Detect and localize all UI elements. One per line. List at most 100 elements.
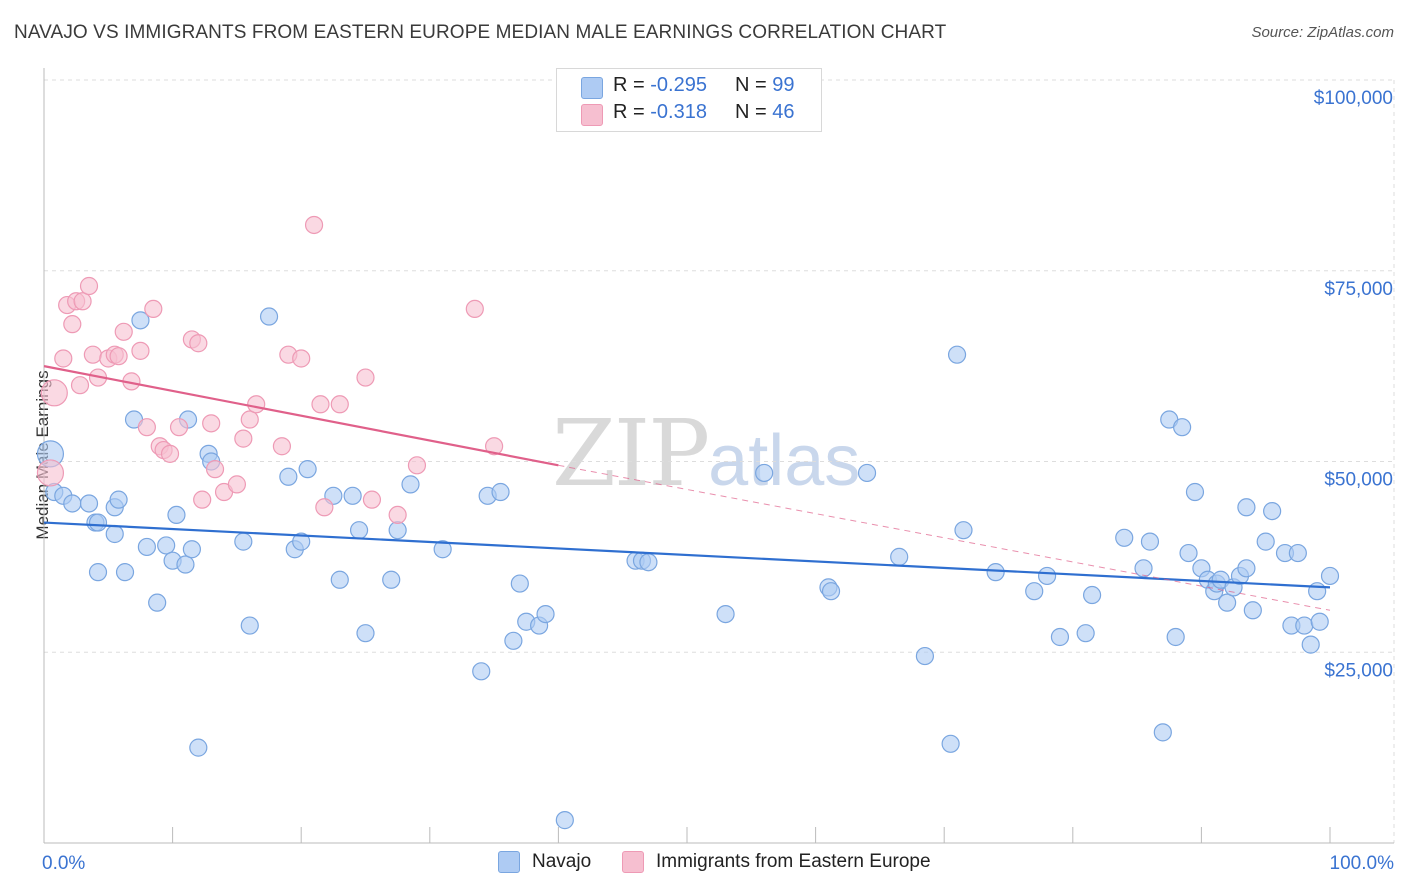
trend-line-1	[43, 365, 559, 467]
point-eeu-30	[234, 429, 253, 448]
point-navajo-45	[510, 574, 529, 593]
legend-r-eeu: R = -0.318	[613, 101, 707, 123]
series-legend: Navajo Immigrants from Eastern Europe	[0, 851, 1406, 879]
point-navajo-69	[1115, 528, 1134, 547]
legend-n-eeu: N = 46	[735, 101, 795, 123]
point-navajo-40	[433, 540, 452, 559]
legend-r-navajo: R = -0.295	[613, 74, 707, 96]
point-navajo-30	[292, 532, 311, 551]
point-navajo-72	[1153, 723, 1172, 742]
y-tick-label-3: $100,000	[1314, 88, 1393, 109]
legend-swatch-navajo	[581, 77, 603, 99]
point-navajo-86	[1237, 559, 1256, 578]
point-eeu-9	[83, 345, 102, 364]
point-eeu-21	[160, 444, 180, 463]
point-navajo-8	[105, 524, 124, 544]
point-navajo-22	[189, 738, 208, 757]
point-eeu-27	[205, 460, 225, 479]
point-navajo-96	[1308, 582, 1327, 601]
point-eeu-35	[292, 349, 311, 368]
point-eeu-22	[169, 418, 189, 437]
point-eeu-13	[109, 347, 128, 366]
point-eeu-36	[304, 215, 324, 235]
legend-label-eeu: Immigrants from Eastern Europe	[656, 851, 931, 872]
point-navajo-13	[131, 311, 150, 330]
point-navajo-10	[88, 563, 108, 582]
source-label: Source: ZipAtlas.com	[1251, 24, 1394, 41]
point-navajo-76	[1179, 543, 1198, 563]
point-navajo-88	[1243, 601, 1262, 620]
point-eeu-18	[144, 299, 163, 318]
point-navajo-44	[504, 631, 523, 650]
point-navajo-11	[115, 563, 135, 582]
point-navajo-83	[1218, 593, 1237, 612]
point-eeu-45	[485, 437, 504, 456]
point-eeu-2	[54, 349, 73, 368]
point-navajo-43	[491, 482, 510, 502]
point-navajo-41	[472, 662, 491, 681]
point-navajo-18	[167, 505, 186, 525]
trend-line-0	[43, 521, 1331, 589]
point-navajo-54	[755, 463, 774, 483]
point-navajo-59	[915, 646, 935, 666]
point-navajo-60	[941, 734, 960, 753]
point-eeu-37	[311, 395, 330, 414]
point-navajo-62	[954, 521, 973, 540]
zipatlas-watermark: ZIPatlas	[552, 400, 860, 507]
point-navajo-67	[1076, 624, 1095, 643]
point-navajo-48	[536, 604, 555, 624]
legend-swatch-eeu	[581, 104, 603, 126]
point-navajo-64	[1025, 582, 1044, 601]
point-eeu-6	[70, 376, 90, 395]
point-eeu-17	[137, 418, 156, 437]
point-navajo-38	[388, 521, 407, 540]
point-navajo-14	[137, 537, 156, 557]
point-navajo-89	[1256, 532, 1275, 551]
watermark-main: ZIP	[552, 400, 710, 507]
point-navajo-61	[947, 345, 967, 364]
y-tick-label-0: $25,000	[1324, 660, 1393, 681]
point-eeu-39	[330, 395, 349, 414]
point-navajo-90	[1263, 501, 1282, 521]
point-navajo-49	[555, 811, 574, 830]
point-navajo-20	[176, 555, 195, 574]
point-navajo-27	[259, 307, 279, 326]
point-eeu-8	[79, 276, 99, 296]
point-navajo-63	[986, 563, 1005, 582]
point-navajo-56	[821, 582, 841, 601]
point-navajo-68	[1082, 585, 1102, 605]
legend-swatch-eeu-bottom	[622, 851, 644, 873]
point-eeu-44	[465, 299, 484, 318]
point-eeu-32	[247, 395, 266, 414]
point-navajo-3	[63, 494, 82, 513]
point-navajo-53	[716, 604, 735, 624]
point-eeu-14	[114, 322, 133, 341]
point-navajo-25	[234, 532, 253, 551]
point-navajo-21	[182, 540, 201, 559]
point-navajo-95	[1301, 635, 1320, 654]
point-navajo-9	[109, 490, 128, 509]
point-navajo-36	[356, 624, 375, 643]
point-navajo-58	[890, 547, 909, 566]
point-navajo-65	[1037, 566, 1057, 586]
point-navajo-75	[1166, 627, 1185, 647]
legend-item-navajo: Navajo	[498, 851, 591, 873]
chart-title: NAVAJO VS IMMIGRANTS FROM EASTERN EUROPE…	[14, 22, 947, 43]
point-navajo-15	[148, 593, 167, 612]
legend-n-navajo: N = 99	[735, 74, 795, 96]
point-navajo-26	[240, 616, 259, 635]
point-eeu-38	[315, 498, 334, 517]
point-navajo-16	[157, 536, 176, 555]
point-navajo-94	[1295, 616, 1314, 635]
y-tick-label-2: $75,000	[1324, 279, 1393, 300]
legend-label-navajo: Navajo	[532, 851, 592, 872]
legend-item-eeu: Immigrants from Eastern Europe	[622, 851, 931, 873]
point-navajo-98	[1320, 566, 1340, 586]
point-eeu-16	[131, 341, 150, 360]
point-navajo-52	[639, 553, 658, 572]
point-eeu-31	[240, 410, 259, 429]
point-navajo-31	[298, 460, 317, 479]
point-navajo-70	[1134, 559, 1153, 578]
point-eeu-41	[362, 490, 382, 509]
point-navajo-97	[1310, 612, 1329, 631]
